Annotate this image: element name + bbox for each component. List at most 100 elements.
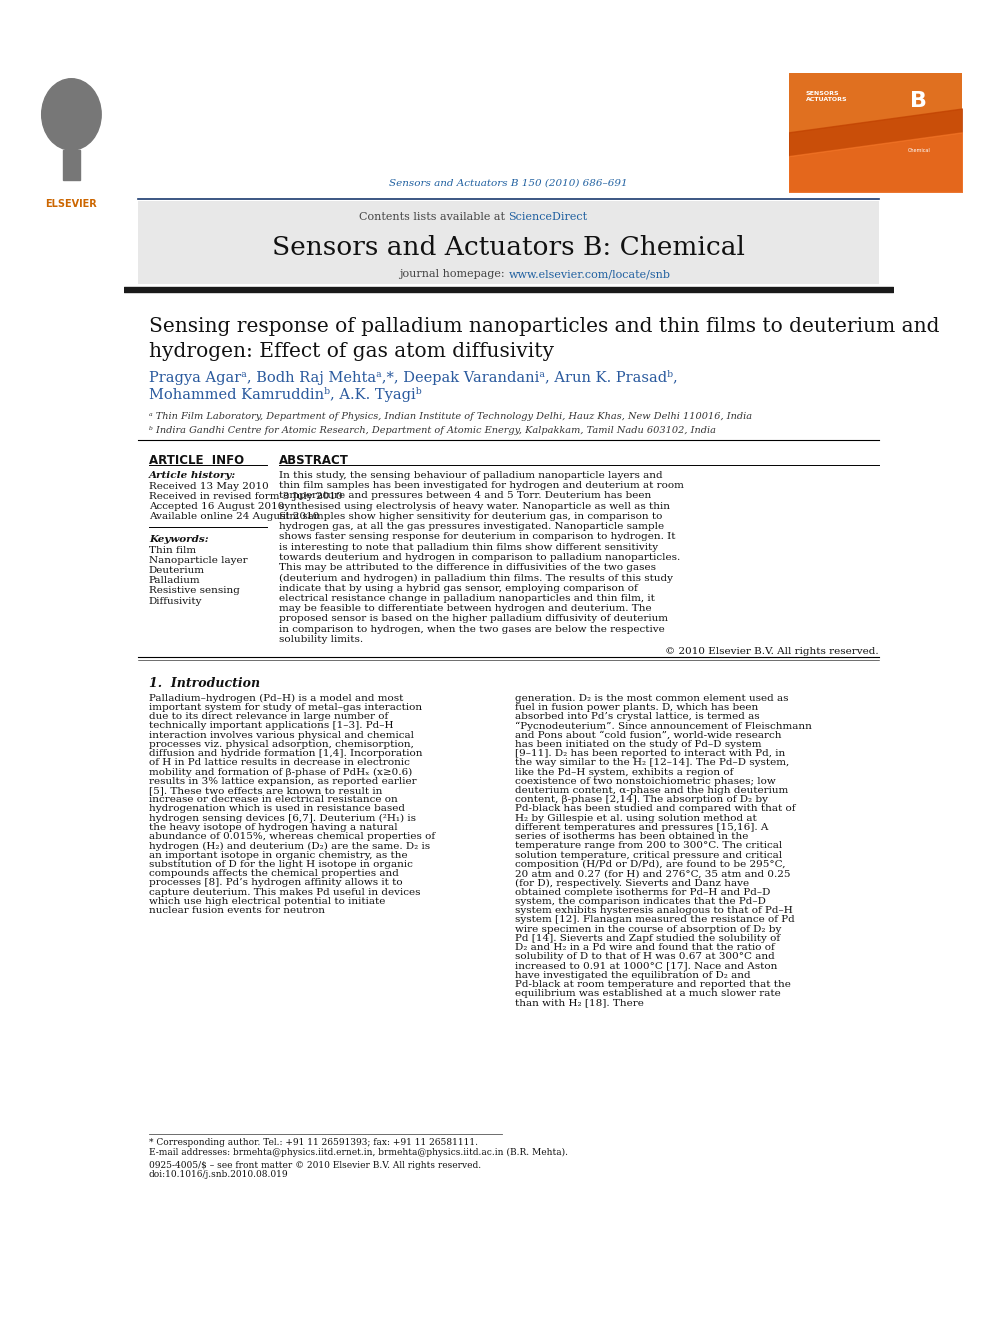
Text: synthesised using electrolysis of heavy water. Nanoparticle as well as thin: synthesised using electrolysis of heavy … — [279, 501, 670, 511]
Bar — [63, 151, 79, 180]
Text: Received in revised form 3 July 2010: Received in revised form 3 July 2010 — [149, 492, 342, 501]
Text: different temperatures and pressures [15,16]. A: different temperatures and pressures [15… — [515, 823, 768, 832]
Text: in comparison to hydrogen, when the two gases are below the respective: in comparison to hydrogen, when the two … — [279, 624, 665, 634]
Text: thin film samples has been investigated for hydrogen and deuterium at room: thin film samples has been investigated … — [279, 482, 683, 491]
Text: ScienceDirect: ScienceDirect — [509, 212, 587, 221]
Text: journal homepage:: journal homepage: — [399, 270, 509, 279]
FancyBboxPatch shape — [138, 201, 879, 284]
Text: Article history:: Article history: — [149, 471, 236, 480]
Text: www.elsevier.com/locate/snb: www.elsevier.com/locate/snb — [509, 270, 671, 279]
Text: film samples show higher sensitivity for deuterium gas, in comparison to: film samples show higher sensitivity for… — [279, 512, 663, 521]
Text: [9–11]. D₂ has been reported to interact with Pd, in: [9–11]. D₂ has been reported to interact… — [515, 749, 785, 758]
Text: an important isotope in organic chemistry, as the: an important isotope in organic chemistr… — [149, 851, 408, 860]
Text: proposed sensor is based on the higher palladium diffusivity of deuterium: proposed sensor is based on the higher p… — [279, 614, 668, 623]
Text: hydrogen (H₂) and deuterium (D₂) are the same. D₂ is: hydrogen (H₂) and deuterium (D₂) are the… — [149, 841, 430, 851]
Text: have investigated the equilibration of D₂ and: have investigated the equilibration of D… — [515, 971, 750, 980]
Text: system exhibits hysteresis analogous to that of Pd–H: system exhibits hysteresis analogous to … — [515, 906, 793, 916]
Text: substitution of D for the light H isotope in organic: substitution of D for the light H isotop… — [149, 860, 413, 869]
Text: shows faster sensing response for deuterium in comparison to hydrogen. It: shows faster sensing response for deuter… — [279, 532, 676, 541]
Text: Keywords:: Keywords: — [149, 534, 208, 544]
Text: series of isotherms has been obtained in the: series of isotherms has been obtained in… — [515, 832, 748, 841]
Text: Contents lists available at: Contents lists available at — [359, 212, 509, 221]
Text: equilibrium was established at a much slower rate: equilibrium was established at a much sl… — [515, 990, 781, 999]
Text: ELSEVIER: ELSEVIER — [46, 198, 97, 209]
Text: hydrogenation which is used in resistance based: hydrogenation which is used in resistanc… — [149, 804, 405, 814]
Text: increased to 0.91 at 1000°C [17]. Nace and Aston: increased to 0.91 at 1000°C [17]. Nace a… — [515, 962, 777, 971]
Text: D₂ and H₂ in a Pd wire and found that the ratio of: D₂ and H₂ in a Pd wire and found that th… — [515, 943, 775, 953]
Text: Accepted 16 August 2010: Accepted 16 August 2010 — [149, 503, 284, 511]
Text: Diffusivity: Diffusivity — [149, 597, 202, 606]
Text: Available online 24 August 2010: Available online 24 August 2010 — [149, 512, 319, 521]
Text: B: B — [911, 90, 928, 111]
Text: is interesting to note that palladium thin films show different sensitivity: is interesting to note that palladium th… — [279, 542, 658, 552]
Text: solution temperature, critical pressure and critical: solution temperature, critical pressure … — [515, 851, 782, 860]
Text: content, β-phase [2,14]. The absorption of D₂ by: content, β-phase [2,14]. The absorption … — [515, 795, 768, 804]
Text: * Corresponding author. Tel.: +91 11 26591393; fax: +91 11 26581111.: * Corresponding author. Tel.: +91 11 265… — [149, 1138, 478, 1147]
Text: Deuterium: Deuterium — [149, 566, 204, 576]
Text: ARTICLE  INFO: ARTICLE INFO — [149, 454, 244, 467]
Text: (for D), respectively. Sieverts and Danz have: (for D), respectively. Sieverts and Danz… — [515, 878, 749, 888]
Text: Nanoparticle layer: Nanoparticle layer — [149, 556, 247, 565]
Text: due to its direct relevance in large number of: due to its direct relevance in large num… — [149, 712, 388, 721]
Text: temperature and pressures between 4 and 5 Torr. Deuterium has been: temperature and pressures between 4 and … — [279, 491, 652, 500]
Text: Palladium–hydrogen (Pd–H) is a model and most: Palladium–hydrogen (Pd–H) is a model and… — [149, 693, 403, 703]
Text: Sensors and Actuators B 150 (2010) 686–691: Sensors and Actuators B 150 (2010) 686–6… — [389, 179, 628, 188]
Text: 0925-4005/$ – see front matter © 2010 Elsevier B.V. All rights reserved.: 0925-4005/$ – see front matter © 2010 El… — [149, 1160, 481, 1170]
Text: capture deuterium. This makes Pd useful in devices: capture deuterium. This makes Pd useful … — [149, 888, 421, 897]
Text: Resistive sensing: Resistive sensing — [149, 586, 240, 595]
Text: solubility of D to that of H was 0.67 at 300°C and: solubility of D to that of H was 0.67 at… — [515, 953, 775, 962]
Text: absorbed into Pd’s crystal lattice, is termed as: absorbed into Pd’s crystal lattice, is t… — [515, 712, 759, 721]
Text: generation. D₂ is the most common element used as: generation. D₂ is the most common elemen… — [515, 693, 788, 703]
Text: Sensors and Actuators B: Chemical: Sensors and Actuators B: Chemical — [272, 234, 745, 259]
Text: mobility and formation of β-phase of PdHₓ (x≥0.6): mobility and formation of β-phase of PdH… — [149, 767, 412, 777]
Text: Pd [14]. Sieverts and Zapf studied the solubility of: Pd [14]. Sieverts and Zapf studied the s… — [515, 934, 780, 943]
Text: temperature range from 200 to 300°C. The critical: temperature range from 200 to 300°C. The… — [515, 841, 782, 851]
Text: like the Pd–H system, exhibits a region of: like the Pd–H system, exhibits a region … — [515, 767, 733, 777]
Text: indicate that by using a hybrid gas sensor, employing comparison of: indicate that by using a hybrid gas sens… — [279, 583, 638, 593]
Text: towards deuterium and hydrogen in comparison to palladium nanoparticles.: towards deuterium and hydrogen in compar… — [279, 553, 681, 562]
Text: ABSTRACT: ABSTRACT — [279, 454, 349, 467]
Text: wire specimen in the course of absorption of D₂ by: wire specimen in the course of absorptio… — [515, 925, 781, 934]
Text: 20 atm and 0.27 (for H) and 276°C, 35 atm and 0.25: 20 atm and 0.27 (for H) and 276°C, 35 at… — [515, 869, 790, 878]
Text: solubility limits.: solubility limits. — [279, 635, 363, 644]
Text: [5]. These two effects are known to result in: [5]. These two effects are known to resu… — [149, 786, 382, 795]
Text: results in 3% lattice expansion, as reported earlier: results in 3% lattice expansion, as repo… — [149, 777, 417, 786]
Text: increase or decrease in electrical resistance on: increase or decrease in electrical resis… — [149, 795, 398, 804]
Text: which use high electrical potential to initiate: which use high electrical potential to i… — [149, 897, 385, 906]
Text: Mohammed Kamruddinᵇ, A.K. Tyagiᵇ: Mohammed Kamruddinᵇ, A.K. Tyagiᵇ — [149, 388, 422, 402]
Text: has been initiated on the study of Pd–D system: has been initiated on the study of Pd–D … — [515, 740, 761, 749]
Text: of H in Pd lattice results in decrease in electronic: of H in Pd lattice results in decrease i… — [149, 758, 410, 767]
Text: fuel in fusion power plants. D, which has been: fuel in fusion power plants. D, which ha… — [515, 703, 758, 712]
Text: In this study, the sensing behaviour of palladium nanoparticle layers and: In this study, the sensing behaviour of … — [279, 471, 663, 480]
Text: 1.  Introduction: 1. Introduction — [149, 676, 260, 689]
Text: This may be attributed to the difference in diffusivities of the two gases: This may be attributed to the difference… — [279, 564, 656, 572]
Text: abundance of 0.015%, whereas chemical properties of: abundance of 0.015%, whereas chemical pr… — [149, 832, 434, 841]
Text: compounds affects the chemical properties and: compounds affects the chemical propertie… — [149, 869, 399, 878]
Text: Pragya Agarᵃ, Bodh Raj Mehtaᵃ,*, Deepak Varandaniᵃ, Arun K. Prasadᵇ,: Pragya Agarᵃ, Bodh Raj Mehtaᵃ,*, Deepak … — [149, 369, 678, 385]
Text: Thin film: Thin film — [149, 545, 196, 554]
Text: hydrogen gas, at all the gas pressures investigated. Nanoparticle sample: hydrogen gas, at all the gas pressures i… — [279, 523, 664, 532]
Text: Sensing response of palladium nanoparticles and thin films to deuterium and
hydr: Sensing response of palladium nanopartic… — [149, 318, 939, 361]
Text: interaction involves various physical and chemical: interaction involves various physical an… — [149, 730, 414, 740]
Text: and Pons about “cold fusion”, world-wide research: and Pons about “cold fusion”, world-wide… — [515, 730, 781, 740]
Text: diffusion and hydride formation [1,4]. Incorporation: diffusion and hydride formation [1,4]. I… — [149, 749, 423, 758]
Text: important system for study of metal–gas interaction: important system for study of metal–gas … — [149, 703, 422, 712]
Text: processes [8]. Pd’s hydrogen affinity allows it to: processes [8]. Pd’s hydrogen affinity al… — [149, 878, 403, 888]
Text: electrical resistance change in palladium nanoparticles and thin film, it: electrical resistance change in palladiu… — [279, 594, 655, 603]
Text: ᵃ Thin Film Laboratory, Department of Physics, Indian Institute of Technology De: ᵃ Thin Film Laboratory, Department of Ph… — [149, 411, 752, 421]
Text: ᵇ Indira Gandhi Centre for Atomic Research, Department of Atomic Energy, Kalpakk: ᵇ Indira Gandhi Centre for Atomic Resear… — [149, 426, 716, 434]
Text: SENSORS
ACTUATORS: SENSORS ACTUATORS — [806, 90, 847, 102]
Text: system [12]. Flanagan measured the resistance of Pd: system [12]. Flanagan measured the resis… — [515, 916, 795, 925]
Text: composition (H/Pd or D/Pd), are found to be 295°C,: composition (H/Pd or D/Pd), are found to… — [515, 860, 785, 869]
Text: technically important applications [1–3]. Pd–H: technically important applications [1–3]… — [149, 721, 393, 730]
Text: Pd-black at room temperature and reported that the: Pd-black at room temperature and reporte… — [515, 980, 791, 990]
Text: deuterium content, α-phase and the high deuterium: deuterium content, α-phase and the high … — [515, 786, 788, 795]
Text: H₂ by Gillespie et al. using solution method at: H₂ by Gillespie et al. using solution me… — [515, 814, 756, 823]
Text: doi:10.1016/j.snb.2010.08.019: doi:10.1016/j.snb.2010.08.019 — [149, 1170, 289, 1179]
Text: may be feasible to differentiate between hydrogen and deuterium. The: may be feasible to differentiate between… — [279, 605, 652, 613]
Text: © 2010 Elsevier B.V. All rights reserved.: © 2010 Elsevier B.V. All rights reserved… — [666, 647, 879, 656]
Text: (deuterium and hydrogen) in palladium thin films. The results of this study: (deuterium and hydrogen) in palladium th… — [279, 573, 673, 582]
Text: nuclear fusion events for neutron: nuclear fusion events for neutron — [149, 906, 324, 916]
Text: processes viz. physical adsorption, chemisorption,: processes viz. physical adsorption, chem… — [149, 740, 414, 749]
Text: E-mail addresses: brmehta@physics.iitd.ernet.in, brmehta@physics.iitd.ac.in (B.R: E-mail addresses: brmehta@physics.iitd.e… — [149, 1148, 567, 1158]
